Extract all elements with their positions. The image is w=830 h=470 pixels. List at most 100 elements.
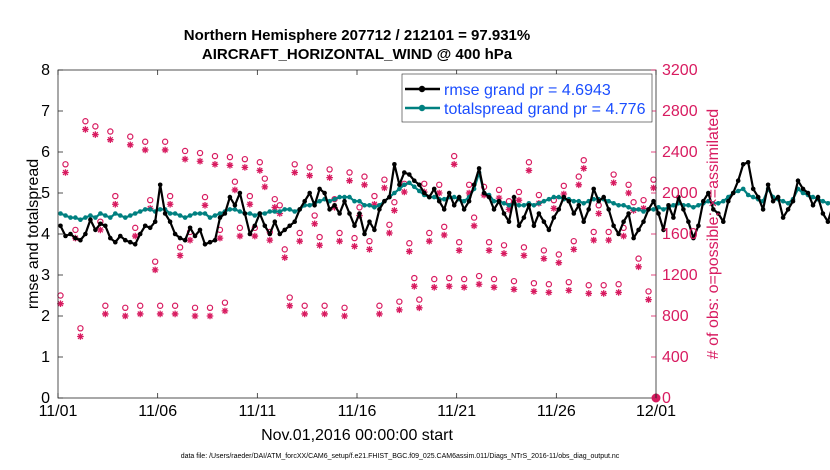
y-tick-label: 2 [41,308,50,325]
rmse-point [382,198,387,204]
rmse-point [267,231,273,237]
obs-assimilated-marker [500,250,508,257]
totalspread-point [735,188,741,194]
rmse-point [357,211,362,216]
totalspread-point [192,211,198,216]
obs-assimilated-marker [460,284,468,291]
rmse-point [631,235,636,241]
totalspread-point [825,201,830,206]
obs-possible-marker [361,173,368,180]
rmse-point [63,233,68,239]
totalspread-point [137,209,143,214]
obs-possible-marker [635,255,642,262]
rmse-point [332,203,337,208]
obs-assimilated-marker [615,289,622,296]
y-axis-label: rmse and totalspread [25,159,42,309]
totalspread-point [407,180,412,186]
totalspread-point [142,207,148,212]
obs-assimilated-marker [485,247,493,254]
totalspread-point [317,198,322,204]
obs-possible-marker [226,153,234,161]
totalspread-point [337,194,342,200]
rmse-point [317,186,322,192]
rmse-point [422,190,427,196]
rmse-point [242,211,248,216]
rmse-point [820,211,826,216]
obs-assimilated-marker [525,167,533,174]
y-tick-label: 8 [41,62,50,79]
obs-assimilated-marker [161,146,169,154]
rmse-point [257,211,263,216]
rmse-point [58,223,63,229]
rmse-point [711,207,716,212]
obs-possible-marker [445,274,453,282]
obs-assimilated-marker [201,202,209,209]
obs-possible-marker [221,299,229,306]
rmse-point [521,215,527,220]
rmse-point [272,219,278,224]
totalspread-point [362,203,367,208]
obs-possible-marker [630,199,637,206]
totalspread-point [785,201,791,206]
obs-possible-marker [166,192,174,200]
totalspread-point [631,207,636,212]
rmse-point [785,207,791,212]
obs-possible-marker [371,192,378,200]
obs-possible-marker [181,147,189,155]
obs-assimilated-marker [336,237,343,245]
obs-possible-marker [416,296,423,303]
obs-possible-marker [77,325,84,332]
rmse-point [352,223,357,229]
y2-tick-label: 1200 [662,267,698,284]
rmse-point [556,207,562,212]
totalspread-point [207,215,213,220]
totalspread-point [611,201,616,206]
obs-assimilated-marker [92,131,99,138]
y2-tick-label: 1600 [662,226,698,243]
obs-assimilated-marker [560,190,568,198]
obs-possible-marker [132,224,139,232]
totalspread-point [83,215,88,220]
obs-possible-marker [176,244,184,251]
obs-possible-marker [475,272,483,280]
rmse-point [800,186,806,192]
legend: rmse grand pr = 4.6943 totalspread grand… [401,73,653,123]
rmse-point [795,178,801,183]
totalspread-point [501,201,507,206]
rmse-point [681,207,686,212]
obs-assimilated-marker [141,146,149,154]
totalspread-point [536,201,542,206]
totalspread-point [352,198,357,204]
rmse-point [322,190,327,196]
rmse-point [780,215,786,220]
obs-possible-marker [92,123,99,130]
obs-possible-marker [351,234,358,242]
obs-possible-marker [490,275,498,283]
obs-assimilated-marker [565,287,573,294]
legend-rmse-label: rmse grand pr = 4.6943 [444,82,611,99]
obs-possible-marker [291,161,298,168]
obs-assimilated-marker [645,296,652,303]
rmse-point [372,227,377,233]
obs-possible-marker [386,221,393,228]
rmse-point [691,235,696,241]
totalspread-point [227,207,233,212]
rmse-point [132,242,138,247]
rmse-point [496,198,502,204]
obs-possible-marker [306,164,313,171]
obs-assimilated-marker [311,220,318,228]
obs-assimilated-marker [470,222,478,230]
obs-assimilated-marker [316,241,323,249]
totalspread-point [212,213,218,218]
totalspread-point [606,198,611,204]
totalspread-point [172,211,178,216]
obs-assimilated-marker [286,302,294,310]
obs-possible-marker [645,288,652,295]
totalspread-point [556,194,562,200]
obs-possible-marker [510,277,518,285]
rmse-point [157,182,163,188]
rmse-point [596,198,601,204]
totalspread-point [661,207,666,212]
totalspread-point [277,209,283,214]
